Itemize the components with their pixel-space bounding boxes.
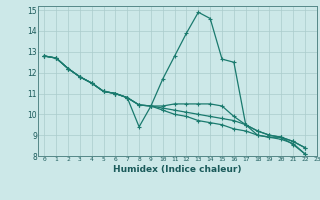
- X-axis label: Humidex (Indice chaleur): Humidex (Indice chaleur): [113, 165, 242, 174]
